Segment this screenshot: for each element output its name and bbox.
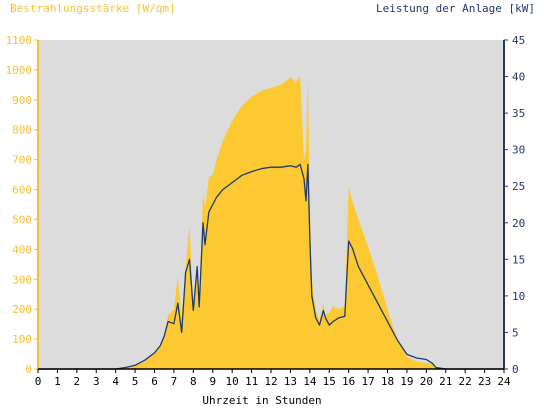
right-tick-label: 25	[512, 180, 525, 193]
right-tick-label: 40	[512, 71, 525, 84]
left-tick-label: 400	[12, 243, 32, 256]
x-tick-label: 15	[323, 375, 336, 388]
left-tick-label: 800	[12, 124, 32, 137]
left-tick-label: 0	[25, 363, 32, 376]
right-tick-label: 20	[512, 217, 525, 230]
x-tick-label: 2	[74, 375, 81, 388]
right-tick-label: 45	[512, 34, 525, 47]
x-tick-label: 0	[35, 375, 42, 388]
x-tick-label: 9	[209, 375, 216, 388]
left-tick-label: 500	[12, 213, 32, 226]
irradiance-area	[38, 75, 504, 370]
plot-layer	[38, 75, 504, 370]
right-tick-label: 15	[512, 253, 525, 266]
x-tick-label: 4	[112, 375, 119, 388]
x-tick-label: 21	[439, 375, 452, 388]
x-tick-label: 6	[151, 375, 158, 388]
x-tick-label: 12	[264, 375, 277, 388]
x-tick-label: 19	[400, 375, 413, 388]
left-tick-label: 600	[12, 184, 32, 197]
x-tick-label: 10	[226, 375, 239, 388]
left-tick-label: 1000	[6, 64, 33, 77]
right-axis-title: Leistung der Anlage [kW]	[376, 2, 535, 15]
x-tick-label: 24	[497, 375, 511, 388]
left-axis-title: Bestrahlungsstärke [W/qm]	[10, 2, 176, 15]
x-tick-label: 16	[342, 375, 355, 388]
x-tick-label: 5	[132, 375, 139, 388]
right-tick-label: 35	[512, 107, 525, 120]
x-tick-label: 22	[459, 375, 472, 388]
x-tick-label: 20	[420, 375, 433, 388]
x-tick-label: 3	[93, 375, 100, 388]
right-tick-label: 0	[512, 363, 519, 376]
x-tick-label: 7	[171, 375, 178, 388]
x-tick-label: 14	[303, 375, 317, 388]
x-tick-label: 17	[361, 375, 374, 388]
axis-layer: 0100200300400500600700800900100011000510…	[6, 34, 526, 388]
left-tick-label: 300	[12, 273, 32, 286]
left-tick-label: 1100	[6, 34, 33, 47]
x-tick-label: 11	[245, 375, 258, 388]
x-tick-label: 13	[284, 375, 297, 388]
x-tick-label: 1	[54, 375, 61, 388]
right-tick-label: 30	[512, 144, 525, 157]
left-tick-label: 200	[12, 303, 32, 316]
right-tick-label: 5	[512, 326, 519, 339]
x-tick-label: 8	[190, 375, 197, 388]
left-tick-label: 900	[12, 94, 32, 107]
left-tick-label: 100	[12, 333, 32, 346]
x-tick-label: 23	[478, 375, 491, 388]
left-tick-label: 700	[12, 154, 32, 167]
power-line	[38, 163, 504, 370]
x-tick-label: 18	[381, 375, 394, 388]
right-tick-label: 10	[512, 290, 525, 303]
x-axis-title: Uhrzeit in Stunden	[202, 394, 321, 407]
